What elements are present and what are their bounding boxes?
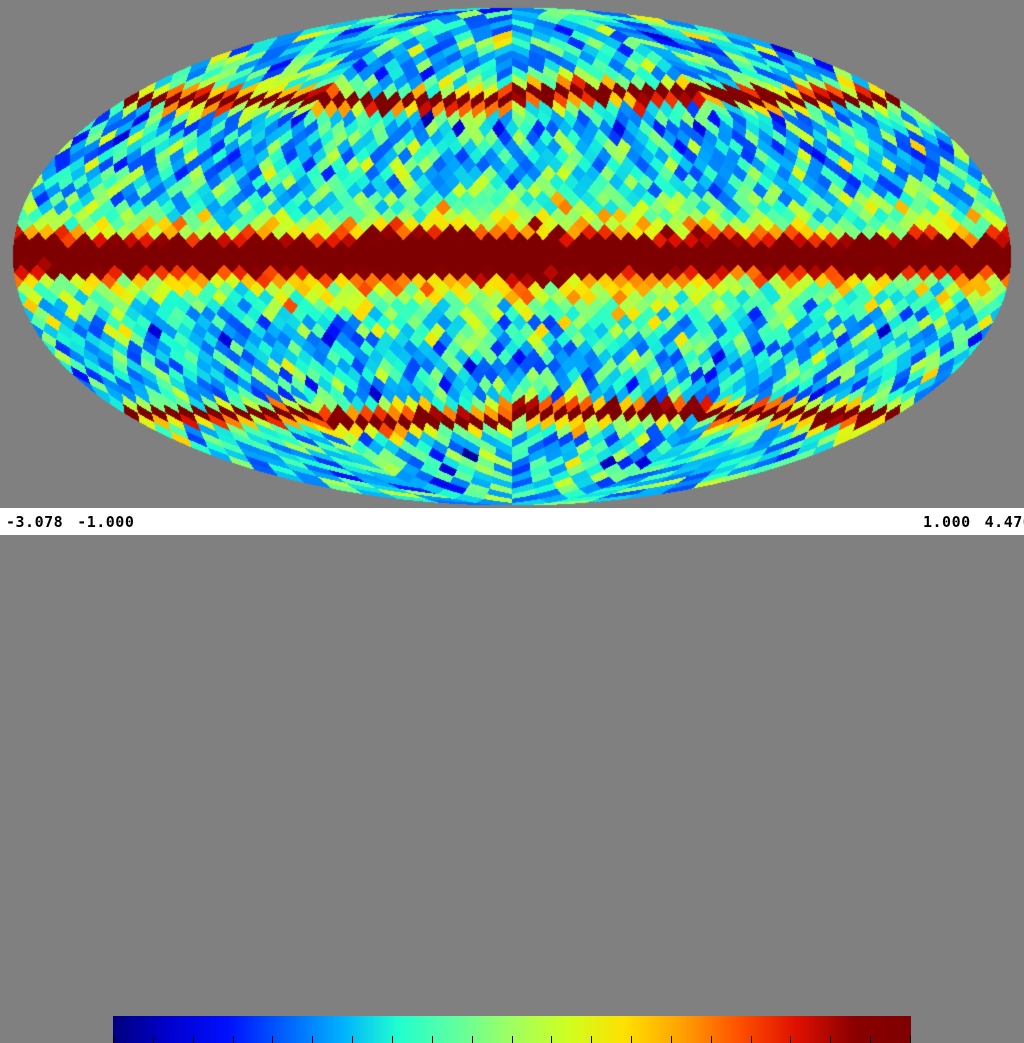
colorbar-min-label: -3.078 [6, 512, 64, 531]
colorbar-gradient [113, 1016, 911, 1043]
colorbar-left-labels: -3.078 -1.000 [0, 508, 134, 535]
colorbar-high-tick-label: 1.000 [923, 512, 971, 531]
healpix-sky-map [0, 0, 1024, 508]
colorbar-row: -3.078 -1.000 1.000 4.470 [0, 508, 1024, 1043]
mollweide-map-area [0, 0, 1024, 508]
colorbar-low-tick-label: -1.000 [77, 512, 135, 531]
colorbar-max-label: 4.470 [984, 512, 1024, 531]
colorbar-right-labels: 1.000 4.470 [911, 508, 1024, 535]
